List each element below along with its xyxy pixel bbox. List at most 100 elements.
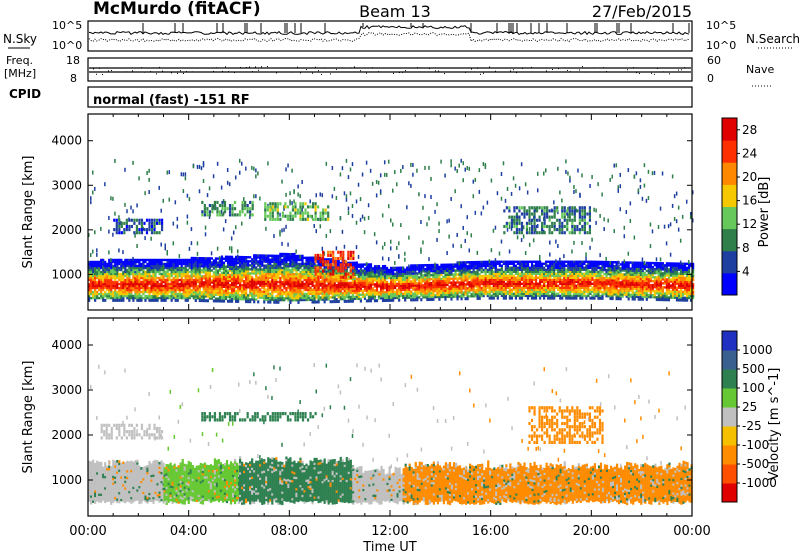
- freq-dot: [513, 69, 514, 71]
- echo-cell: [120, 276, 123, 280]
- echo-cell: [271, 272, 274, 276]
- echo-cell: [116, 282, 119, 286]
- echo-cell: [510, 294, 513, 298]
- echo-cell: [108, 270, 111, 274]
- echo-cell: [553, 200, 555, 205]
- echo-cell: [355, 297, 358, 301]
- echo-cell: [208, 261, 211, 264]
- echo-cell: [220, 257, 224, 260]
- echo-cell: [206, 273, 209, 276]
- echo-cell: [385, 268, 389, 272]
- echo-cell: [295, 298, 298, 302]
- echo-cell: [482, 282, 485, 286]
- echo-cell: [218, 293, 222, 296]
- echo-cell: [456, 287, 459, 290]
- echo-cell: [410, 280, 413, 283]
- echo-cell: [369, 279, 373, 282]
- echo-cell: [488, 282, 491, 286]
- echo-cell: [325, 290, 328, 293]
- echo-cell: [140, 276, 143, 280]
- echo-cell: [567, 274, 570, 277]
- echo-cell: [283, 270, 286, 274]
- echo-cell: [196, 293, 199, 296]
- echo-cell: [522, 294, 526, 298]
- echo-cell: [234, 297, 238, 301]
- echo-cell: [482, 268, 485, 272]
- echo-cell: [148, 168, 150, 173]
- echo-cell: [182, 294, 185, 298]
- echo-cell: [273, 266, 276, 270]
- echo-cell: [253, 278, 256, 281]
- echo-cell: [289, 289, 292, 292]
- echo-cell: [138, 286, 141, 290]
- echo-cell: [506, 270, 509, 273]
- echo-cell: [343, 293, 346, 297]
- echo-cell: [212, 285, 216, 288]
- echo-cell: [394, 272, 397, 276]
- echo-cell: [297, 274, 300, 278]
- echo-cell: [297, 254, 300, 258]
- echo-cell: [92, 290, 95, 294]
- echo-cell: [305, 280, 308, 284]
- echo-cell: [156, 262, 159, 266]
- echo-cell: [450, 293, 453, 296]
- echo-cell: [271, 282, 274, 286]
- echo-cell: [226, 269, 230, 273]
- echo-cell: [269, 296, 272, 300]
- echo-cell: [271, 276, 274, 280]
- echo-cell: [424, 268, 427, 271]
- echo-cell: [128, 278, 131, 282]
- echo-cell: [305, 296, 308, 300]
- echo-cell: [220, 259, 224, 262]
- echo-cell: [234, 261, 238, 265]
- echo-cell: [327, 298, 330, 301]
- echo-cell: [460, 271, 463, 274]
- echo-cell: [557, 266, 560, 269]
- echo-cell: [98, 272, 101, 276]
- echo-cell: [319, 280, 322, 283]
- echo-cell: [379, 271, 383, 274]
- echo-cell: [184, 260, 187, 264]
- echo-cell: [241, 259, 244, 263]
- echo-cell: [466, 277, 469, 280]
- echo-cell: [275, 264, 278, 268]
- echo-cell: [132, 278, 135, 282]
- echo-cell: [486, 292, 489, 296]
- echo-cell: [432, 289, 435, 293]
- echo-cell: [222, 261, 226, 264]
- echo-cell: [311, 294, 314, 297]
- echo-cell: [283, 280, 286, 284]
- echo-cell: [343, 269, 346, 273]
- echo-cell: [341, 283, 344, 287]
- echo-cell: [559, 270, 562, 273]
- echo-cell: [508, 249, 511, 254]
- freq-dot: [474, 71, 475, 73]
- echo-cell: [138, 258, 141, 262]
- echo-cell: [259, 276, 262, 279]
- echo-cell: [510, 262, 513, 265]
- echo-cell: [436, 293, 439, 297]
- echo-cell: [357, 293, 360, 296]
- echo-cell: [458, 271, 461, 274]
- echo-cell: [400, 276, 403, 279]
- echo-cell: [420, 220, 422, 225]
- echo-cell: [118, 292, 121, 296]
- echo-cell: [561, 266, 564, 269]
- echo-cell: [440, 283, 443, 287]
- echo-cell: [146, 276, 149, 280]
- echo-cell: [138, 290, 141, 294]
- echo-cell: [524, 276, 528, 279]
- echo-cell: [220, 271, 224, 274]
- echo-cell: [538, 286, 542, 290]
- echo-cell: [291, 270, 294, 274]
- echo-cell: [188, 262, 191, 266]
- echo-cell: [325, 294, 328, 297]
- echo-cell: [301, 290, 304, 294]
- echo-cell: [381, 213, 384, 218]
- echo-cell: [283, 296, 286, 300]
- echo-cell: [551, 284, 554, 288]
- echo-cell: [295, 249, 297, 254]
- echo-cell: [458, 275, 461, 278]
- echo-cell: [253, 280, 256, 283]
- echo-cell: [373, 232, 376, 237]
